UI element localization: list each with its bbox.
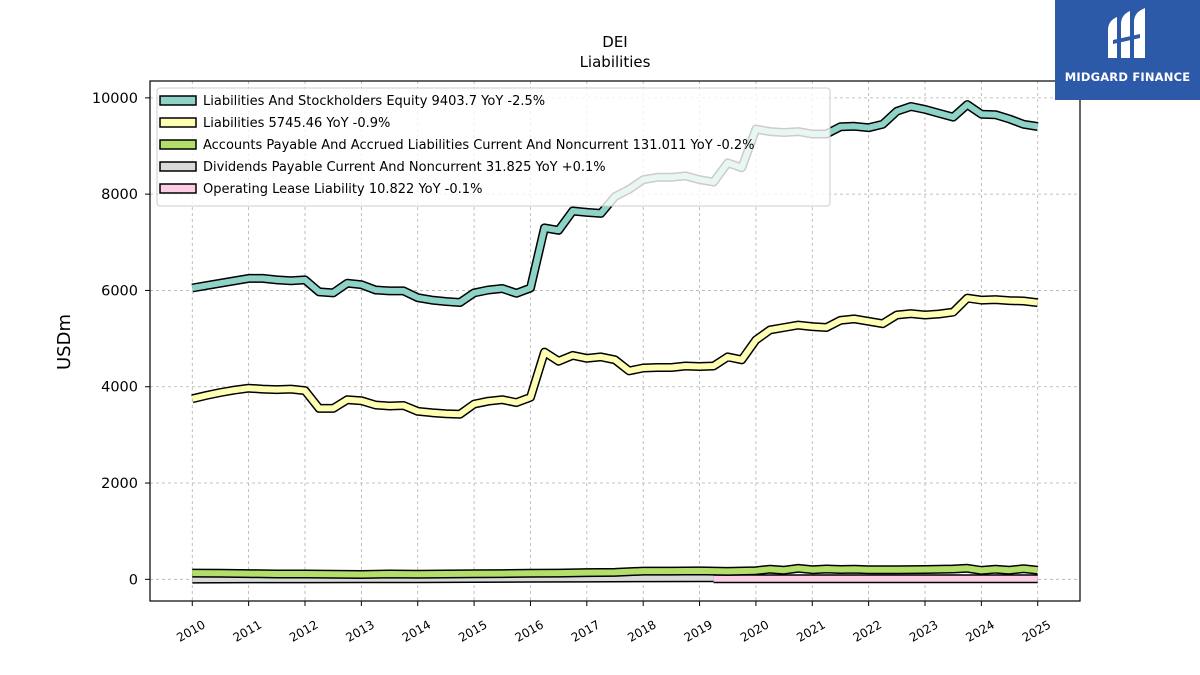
legend-label: Liabilities And Stockholders Equity 9403… — [203, 94, 545, 109]
x-tick-label: 2014 — [400, 617, 433, 644]
y-tick-label: 0 — [129, 572, 138, 588]
chart-title: DEI — [602, 33, 627, 51]
legend-label: Operating Lease Liability 10.822 YoY -0.… — [203, 182, 482, 197]
legend-swatch — [159, 161, 197, 172]
x-tick-label: 2011 — [231, 617, 264, 644]
series-1 — [191, 293, 1039, 419]
y-tick-label: 8000 — [101, 187, 138, 203]
x-tick-label: 2016 — [513, 617, 546, 644]
series-line — [192, 574, 714, 583]
legend-box — [156, 87, 831, 207]
legend-label: Accounts Payable And Accrued Liabilities… — [203, 138, 755, 153]
legend-swatch — [159, 139, 197, 150]
x-tick-label: 2021 — [794, 617, 827, 644]
x-tick-label: 2020 — [738, 617, 771, 644]
legend-label: Dividends Payable Current And Noncurrent… — [203, 160, 606, 175]
x-tick-label: 2013 — [343, 617, 376, 644]
x-tick-label: 2017 — [569, 617, 602, 644]
legend-swatch — [159, 95, 197, 106]
x-tick-label: 2012 — [287, 617, 320, 644]
y-axis-label: USDm — [54, 314, 75, 370]
legend-swatch — [159, 117, 197, 128]
series-2 — [192, 563, 1039, 579]
series-line — [191, 295, 1039, 418]
legend-swatch — [159, 183, 197, 194]
y-tick-label: 10000 — [92, 91, 138, 107]
y-tick-label: 4000 — [101, 380, 138, 396]
series-line — [192, 565, 1039, 578]
x-tick-label: 2010 — [174, 617, 207, 644]
midgard-logo-icon — [1108, 8, 1145, 58]
y-tick-label: 2000 — [101, 476, 138, 492]
legend: Liabilities And Stockholders Equity 9403… — [156, 87, 831, 207]
series-3 — [192, 573, 714, 584]
x-tick-label: 2019 — [682, 617, 715, 644]
x-tick-label: 2015 — [456, 617, 489, 644]
x-tick-label: 2025 — [1020, 617, 1053, 644]
brand-logo: MIDGARD FINANCE — [1055, 0, 1200, 100]
x-tick-label: 2023 — [907, 617, 940, 644]
chart-subtitle: Liabilities — [580, 53, 651, 71]
x-tick-label: 2018 — [625, 617, 658, 644]
x-tick-label: 2022 — [851, 617, 884, 644]
brand-name: MIDGARD FINANCE — [1064, 70, 1191, 84]
x-tick-label: 2024 — [963, 617, 996, 644]
plot-frame — [149, 80, 1081, 602]
legend-label: Liabilities 5745.46 YoY -0.9% — [203, 116, 390, 131]
y-tick-label: 6000 — [101, 283, 138, 299]
